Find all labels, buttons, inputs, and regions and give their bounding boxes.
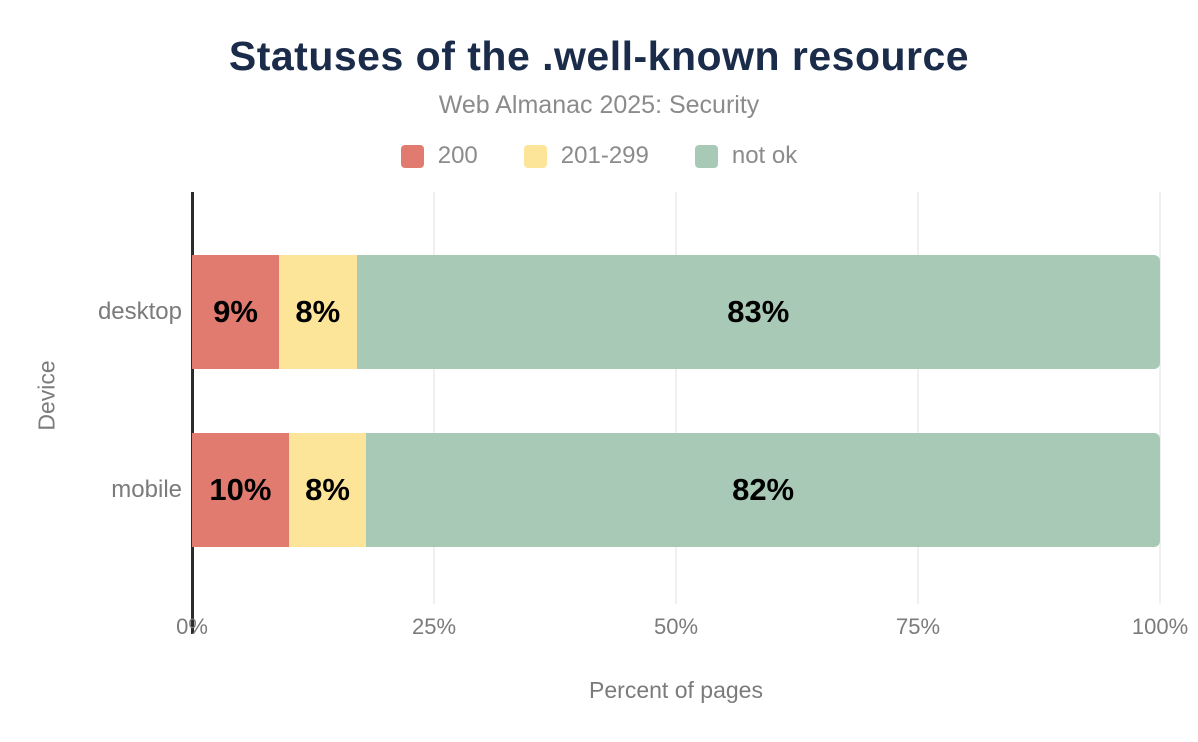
legend: 200 201-299 not ok: [0, 142, 1198, 170]
bar-value-label: 9%: [213, 294, 258, 329]
legend-item-200[interactable]: 200: [400, 142, 478, 170]
legend-swatch-icon: [400, 144, 424, 168]
x-tick-100: 100%: [1131, 614, 1189, 639]
y-axis-line: [191, 192, 194, 634]
bar-value-label: 10%: [209, 472, 272, 507]
gridline-75: [917, 192, 919, 604]
bar-segment-mobile-not-ok[interactable]: 82%: [366, 433, 1160, 547]
bar-segment-desktop-201-299[interactable]: 8%: [279, 255, 357, 369]
legend-label: not ok: [731, 142, 798, 169]
gridline-100: [1159, 192, 1161, 604]
legend-label: 201-299: [560, 142, 649, 169]
plot-area: 9% 8% 83% 10% 8% 82%: [191, 192, 1161, 634]
x-tick-25: 25%: [411, 614, 457, 639]
x-tick-50: 50%: [653, 614, 699, 639]
bar-segment-desktop-200[interactable]: 9%: [192, 255, 280, 369]
chart-title: Statuses of the .well-known resource: [228, 33, 970, 79]
x-tick-75: 75%: [895, 614, 941, 639]
gridline-50: [675, 192, 677, 604]
bar-segment-mobile-201-299[interactable]: 8%: [288, 433, 367, 547]
bar-row-desktop: 9% 8% 83%: [192, 255, 1160, 369]
chart-subtitle: Web Almanac 2025: Security: [438, 91, 760, 119]
legend-swatch-icon: [694, 144, 718, 168]
bar-segment-mobile-200[interactable]: 10%: [192, 433, 289, 547]
category-label-desktop: desktop: [97, 298, 182, 325]
y-axis-title: Device: [33, 360, 60, 431]
x-axis-title: Percent of pages: [589, 677, 763, 703]
bar-value-label: 83%: [727, 294, 790, 329]
bar-value-label: 8%: [295, 294, 341, 329]
category-label-mobile: mobile: [111, 476, 182, 503]
bar-value-label: 82%: [732, 472, 795, 507]
legend-label: 200: [437, 142, 478, 169]
legend-item-not-ok[interactable]: not ok: [694, 142, 798, 170]
x-axis-ticks: 0% 25% 50% 75% 100%: [176, 614, 1188, 644]
legend-swatch-icon: [523, 144, 547, 168]
gridline-25: [433, 192, 435, 604]
bar-segment-desktop-not-ok[interactable]: 83%: [356, 255, 1160, 369]
x-tick-0: 0%: [176, 614, 208, 639]
bar-row-mobile: 10% 8% 82%: [192, 433, 1160, 547]
legend-item-201-299[interactable]: 201-299: [523, 142, 649, 170]
bar-value-label: 8%: [305, 472, 350, 507]
